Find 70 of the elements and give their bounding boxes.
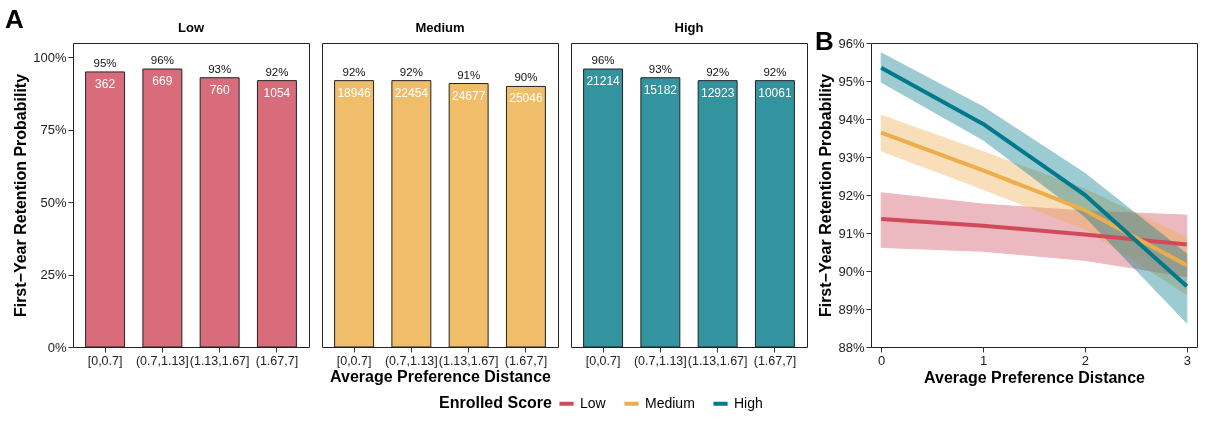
text: B [815, 26, 834, 56]
y-axis-title: First−Year Retention Probability [12, 73, 30, 318]
x-tick-label: (0.7,1.13] [633, 353, 687, 368]
annotation: 760 [209, 82, 230, 97]
y-axis-title: First−Year Retention Probability [817, 73, 835, 318]
y-tick-label: 89% [838, 301, 865, 317]
y-tick-label: 90% [838, 263, 865, 279]
x-tick-label: (1.13,1.67] [189, 353, 250, 368]
annotation: 21214 [586, 74, 621, 89]
y-tick-label: 92% [838, 187, 865, 203]
x-tick-label: (1.13,1.67] [438, 353, 499, 368]
data-label: 93% [208, 62, 232, 75]
chart-title: Low [178, 20, 205, 35]
line-series [879, 130, 1189, 268]
text: A [5, 4, 24, 34]
legend-label: Low [580, 394, 607, 411]
line-series [879, 216, 1189, 247]
data-label: 92% [399, 65, 423, 78]
y-tick-label: 0% [47, 339, 67, 355]
y-tick-label: 25% [40, 267, 67, 283]
annotation: 22454 [394, 85, 429, 100]
legend-label: High [734, 394, 763, 411]
annotation: 1054 [263, 85, 291, 100]
y-tick-label: 50% [40, 194, 67, 210]
y-tick-label: 94% [838, 111, 865, 127]
x-axis-title: Average Preference Distance [330, 368, 552, 385]
data-label: 95% [93, 56, 117, 69]
data-label: 91% [457, 68, 481, 81]
x-tick-label: [0,0.7] [336, 353, 372, 368]
annotation: 12923 [700, 85, 735, 100]
y-tick-label: 75% [40, 122, 67, 138]
x-axis-title: Average Preference Distance [924, 368, 1146, 386]
y-tick-label: 100% [33, 49, 67, 65]
x-tick-label: (1.67,7] [753, 353, 797, 368]
annotation: 25046 [509, 91, 543, 106]
data-label: 92% [763, 65, 787, 78]
y-tick-label: 88% [838, 339, 865, 355]
data-label: 92% [342, 65, 366, 78]
annotation: 24677 [451, 88, 486, 103]
x-tick-label: (1.67,7] [504, 353, 548, 368]
annotation: 669 [152, 74, 173, 89]
legend-title: Enrolled Score [439, 394, 553, 411]
x-tick-label: 1 [979, 352, 988, 368]
x-tick-label: 0 [878, 352, 886, 368]
annotation: 10061 [758, 85, 792, 100]
chart-title: Medium [415, 20, 465, 35]
x-tick-label: (0.7,1.13] [135, 353, 189, 368]
legend-label: Medium [645, 394, 695, 411]
x-tick-label: 3 [1183, 352, 1191, 368]
data-label: 90% [514, 71, 538, 84]
line-series [879, 65, 1189, 289]
data-label: 92% [265, 65, 289, 78]
data-label: 92% [706, 65, 730, 78]
y-tick-label: 93% [838, 149, 865, 165]
y-tick-label: 91% [838, 225, 865, 241]
annotation: 18946 [337, 85, 372, 100]
x-tick-label: (0.7,1.13] [384, 353, 438, 368]
y-tick-label: 95% [838, 73, 865, 89]
chart-title: High [674, 20, 704, 35]
data-label: 96% [150, 54, 174, 67]
y-tick-label: 96% [838, 35, 865, 51]
annotation: 362 [95, 76, 116, 91]
x-tick-label: (1.67,7] [255, 353, 299, 368]
x-tick-label: 2 [1081, 352, 1090, 368]
x-tick-label: [0,0.7] [87, 353, 123, 368]
data-label: 93% [648, 62, 672, 75]
data-label: 96% [591, 54, 615, 67]
x-tick-label: [0,0.7] [585, 353, 621, 368]
x-tick-label: (1.13,1.67] [687, 353, 748, 368]
annotation: 15182 [643, 82, 678, 97]
